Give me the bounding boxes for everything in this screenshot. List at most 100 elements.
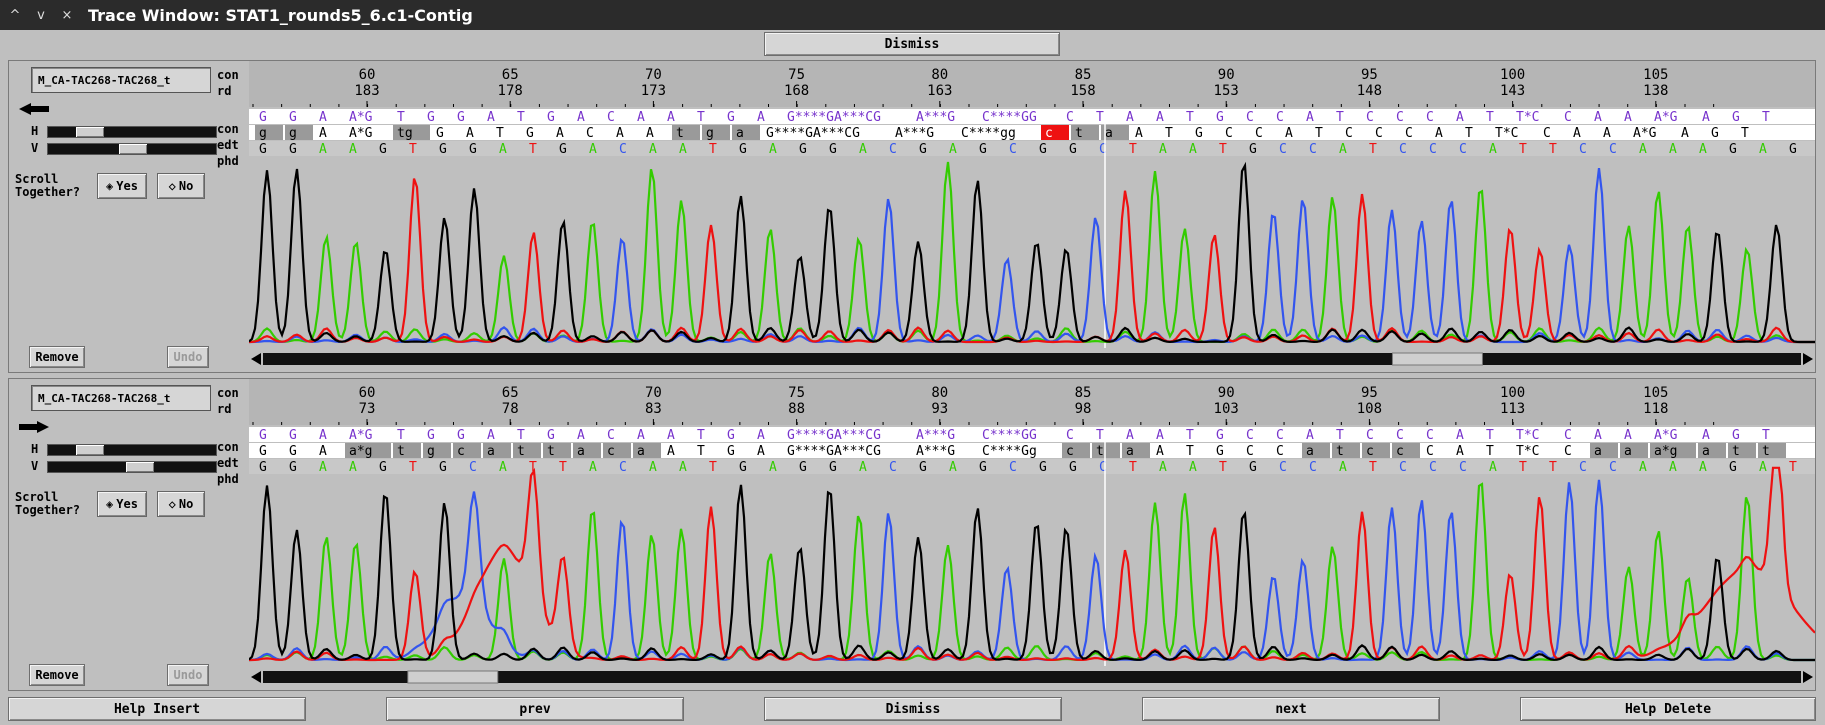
slider-thumb[interactable] bbox=[119, 144, 147, 154]
scroll-left-arrow-icon[interactable] bbox=[251, 353, 261, 365]
base-call: C bbox=[1426, 110, 1434, 125]
low-quality-base-highlight bbox=[1392, 443, 1420, 458]
scroll-right-arrow-icon[interactable] bbox=[1803, 353, 1813, 365]
low-quality-base-highlight bbox=[543, 443, 571, 458]
base-call: T bbox=[1519, 460, 1527, 475]
scrollbar-thumb[interactable] bbox=[407, 670, 499, 684]
base-call: t bbox=[547, 444, 555, 459]
read-name-field[interactable]: M_CA-TAC268-TAC268_t bbox=[31, 385, 211, 411]
prev-button[interactable]: prev bbox=[386, 697, 684, 721]
base-call: A bbox=[1699, 460, 1707, 475]
base-call: C bbox=[1276, 110, 1284, 125]
base-call: C bbox=[1429, 460, 1437, 475]
vertical-scale-slider[interactable] bbox=[47, 143, 217, 155]
base-call: C bbox=[607, 428, 615, 443]
base-call: A bbox=[1699, 142, 1707, 157]
undo-button[interactable]: Undo bbox=[167, 664, 209, 686]
scrollbar-track[interactable] bbox=[263, 671, 1801, 683]
base-call: c bbox=[1366, 444, 1374, 459]
base-call: G bbox=[379, 142, 387, 157]
base-call: G bbox=[259, 110, 267, 125]
con-tick-label: 105 bbox=[1643, 385, 1668, 401]
base-call: T bbox=[1336, 110, 1344, 125]
scroll-yes-radio[interactable]: ◈ Yes bbox=[97, 173, 147, 199]
low-quality-base-highlight bbox=[603, 443, 631, 458]
base-call: G bbox=[1729, 460, 1737, 475]
low-quality-base-highlight bbox=[345, 443, 391, 458]
trace-area[interactable]: 60 183 65 178 70 173 75 168 80 163 85 158 90 153 95 148… bbox=[247, 61, 1825, 372]
con-tick-label: 90 bbox=[1218, 67, 1235, 83]
rd-tick-label: 83 bbox=[645, 401, 662, 417]
base-call: C bbox=[1609, 142, 1617, 157]
low-quality-base-highlight bbox=[1062, 443, 1090, 458]
next-button[interactable]: next bbox=[1142, 697, 1440, 721]
scroll-no-radio[interactable]: ◇ No bbox=[157, 173, 205, 199]
base-call: C bbox=[1066, 428, 1074, 443]
scrollbar-track[interactable] bbox=[263, 353, 1801, 365]
base-call: T bbox=[697, 444, 705, 459]
vertical-scale-slider[interactable] bbox=[47, 461, 217, 473]
base-call: t bbox=[517, 444, 525, 459]
base-call: A bbox=[319, 444, 327, 459]
base-call: A bbox=[319, 110, 327, 125]
remove-button[interactable]: Remove bbox=[29, 346, 85, 368]
base-call: T bbox=[1129, 142, 1137, 157]
scroll-yes-radio[interactable]: ◈ Yes bbox=[97, 491, 147, 517]
horizontal-scale-slider[interactable] bbox=[47, 126, 217, 138]
scrollbar-thumb[interactable] bbox=[1391, 352, 1483, 366]
scroll-right-arrow-icon[interactable] bbox=[1803, 671, 1813, 683]
window-shade-up-icon[interactable]: ^ bbox=[9, 7, 21, 23]
base-call: G bbox=[1789, 142, 1797, 157]
dismiss-button-bottom[interactable]: Dismiss bbox=[764, 697, 1062, 721]
undo-button[interactable]: Undo bbox=[167, 346, 209, 368]
slider-thumb[interactable] bbox=[76, 127, 104, 137]
base-call: A bbox=[1639, 142, 1647, 157]
base-call: G bbox=[919, 142, 927, 157]
base-call: A bbox=[1156, 110, 1164, 125]
base-call: C bbox=[1426, 444, 1434, 459]
low-quality-base-highlight bbox=[393, 443, 421, 458]
base-call: g bbox=[427, 444, 435, 459]
diamond-selected-icon: ◈ bbox=[106, 179, 114, 193]
window-minimize-icon[interactable]: v bbox=[37, 7, 45, 23]
window-close-icon[interactable]: × bbox=[61, 7, 73, 23]
rd-tick-label: 168 bbox=[784, 83, 809, 99]
base-call: A bbox=[1156, 444, 1164, 459]
base-call: A bbox=[319, 126, 327, 141]
horizontal-scale-slider[interactable] bbox=[47, 444, 217, 456]
trace-area[interactable]: 60 73 65 78 70 83 75 88 80 93 85 98 90 103 95 108 100 113… bbox=[247, 379, 1825, 690]
base-call: tg bbox=[397, 126, 413, 141]
base-call: G bbox=[289, 460, 297, 475]
read-name-field[interactable]: M_CA-TAC268-TAC268_t bbox=[31, 67, 211, 93]
slider-thumb[interactable] bbox=[126, 462, 154, 472]
base-call: G bbox=[1039, 142, 1047, 157]
remove-button[interactable]: Remove bbox=[29, 664, 85, 686]
help-delete-button[interactable]: Help Delete bbox=[1520, 697, 1816, 721]
base-call: T*C bbox=[1516, 444, 1539, 459]
base-call: C bbox=[1399, 142, 1407, 157]
low-quality-base-highlight bbox=[702, 125, 730, 140]
base-call: T bbox=[697, 110, 705, 125]
low-quality-base-highlight bbox=[672, 125, 700, 140]
dismiss-button-top[interactable]: Dismiss bbox=[764, 32, 1060, 56]
scroll-left-arrow-icon[interactable] bbox=[251, 671, 261, 683]
base-call: T bbox=[1369, 460, 1377, 475]
base-call: a bbox=[1594, 444, 1602, 459]
base-call: a bbox=[736, 126, 744, 141]
base-call: A bbox=[757, 110, 765, 125]
base-call: C bbox=[1009, 460, 1017, 475]
base-call: C bbox=[1345, 126, 1353, 141]
panel-sidebar: M_CA-TAC268-TAC268_t con rd con edt phd H V Scro… bbox=[9, 379, 249, 690]
low-quality-base-highlight bbox=[1101, 125, 1129, 140]
right-arrow-icon bbox=[19, 421, 49, 433]
slider-thumb[interactable] bbox=[76, 445, 104, 455]
scroll-no-radio[interactable]: ◇ No bbox=[157, 491, 205, 517]
v-label: V bbox=[31, 141, 39, 155]
help-insert-button[interactable]: Help Insert bbox=[8, 697, 306, 721]
base-call: C bbox=[1276, 444, 1284, 459]
yes-label: Yes bbox=[116, 179, 138, 193]
rd-tick-label: 103 bbox=[1214, 401, 1239, 417]
base-call: c bbox=[457, 444, 465, 459]
